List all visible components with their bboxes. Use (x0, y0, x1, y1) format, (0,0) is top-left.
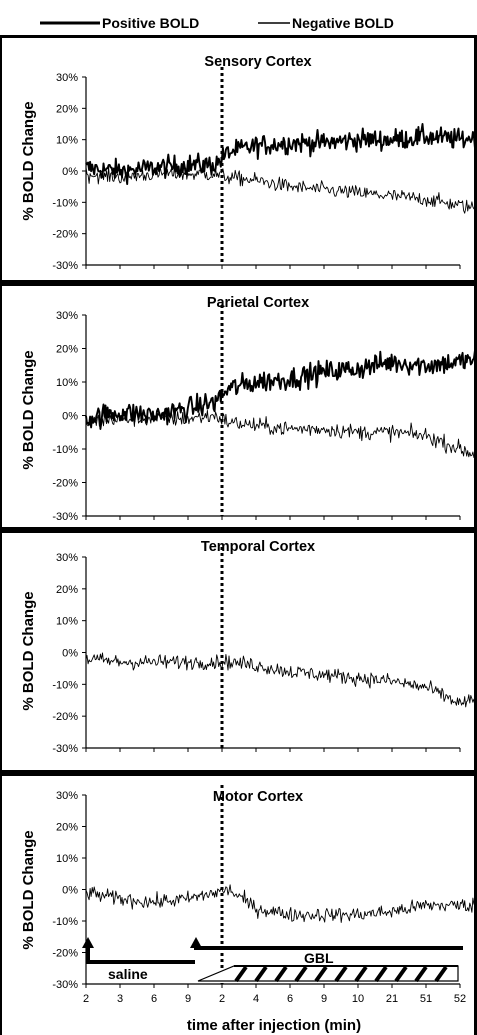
gbl-arrow (194, 946, 463, 950)
y-tick-label: -30% (52, 511, 78, 523)
series-negative-bold (85, 409, 477, 460)
y-tick-label: 0% (62, 166, 78, 178)
x-tick-label: 6 (287, 993, 293, 1005)
x-tick-label: 10 (352, 993, 364, 1005)
y-tick-label: 30% (56, 790, 78, 802)
y-tick-label: -10% (52, 197, 78, 209)
x-tick-label: 6 (151, 993, 157, 1005)
x-tick-label: 4 (253, 993, 259, 1005)
panel-title-3: Temporal Cortex (201, 539, 315, 555)
gbl-label: GBL (304, 950, 334, 966)
y-tick-label: 10% (56, 853, 78, 865)
panel-separator-3 (0, 770, 477, 776)
gbl-arrowhead (190, 937, 202, 948)
y-tick-label: 20% (56, 822, 78, 834)
series-negative-bold (85, 165, 477, 215)
x-tick-label: 9 (185, 993, 191, 1005)
y-tick-label: -30% (52, 979, 78, 991)
gbl-dose-hatching (234, 965, 458, 983)
series-negative-bold (85, 884, 477, 923)
y-tick-label: -20% (52, 711, 78, 723)
y-tick-label: 10% (56, 135, 78, 147)
y-tick-label: -20% (52, 948, 78, 960)
legend: Positive BOLD Negative BOLD (40, 15, 394, 31)
x-tick-label: 9 (321, 993, 327, 1005)
ylabel-panel-3: % BOLD Change (20, 591, 37, 710)
y-tick-label: -10% (52, 679, 78, 691)
saline-label: saline (108, 966, 148, 982)
y-tick-label: 0% (62, 411, 78, 423)
y-tick-label: -10% (52, 444, 78, 456)
x-axis-label: time after injection (min) (187, 1017, 361, 1034)
y-tick-label: -30% (52, 743, 78, 755)
plot-layer: 30%20%10%0%-10%-20%-30%30%20%10%0%-10%-2… (52, 67, 477, 1005)
legend-positive-label: Positive BOLD (102, 15, 199, 31)
series-negative-bold (85, 652, 477, 708)
y-tick-label: 10% (56, 616, 78, 628)
panel-title-4: Motor Cortex (213, 789, 303, 805)
y-tick-label: 20% (56, 103, 78, 115)
saline-arrowhead (82, 937, 94, 948)
x-tick-label: 2 (219, 993, 225, 1005)
panel-title-1: Sensory Cortex (204, 54, 311, 70)
panel-title-2: Parietal Cortex (207, 295, 309, 311)
panel-separator-2 (0, 527, 477, 533)
y-tick-label: 30% (56, 552, 78, 564)
y-tick-label: 20% (56, 344, 78, 356)
y-tick-label: 10% (56, 377, 78, 389)
y-tick-label: 30% (56, 72, 78, 84)
ylabel-panel-2: % BOLD Change (20, 350, 37, 469)
y-tick-label: -20% (52, 478, 78, 490)
x-tick-label: 3 (117, 993, 123, 1005)
y-tick-label: 30% (56, 310, 78, 322)
y-tick-label: -20% (52, 229, 78, 241)
series-positive-bold (85, 123, 477, 186)
ylabel-panel-4: % BOLD Change (20, 830, 37, 949)
saline-arrow (86, 947, 195, 964)
series-positive-bold (85, 349, 477, 430)
y-tick-label: -10% (52, 916, 78, 928)
y-tick-label: 0% (62, 648, 78, 660)
panel-separator-1 (0, 280, 477, 286)
y-tick-label: 20% (56, 584, 78, 596)
y-tick-label: 0% (62, 885, 78, 897)
x-tick-label: 52 (454, 993, 466, 1005)
y-tick-label: -30% (52, 260, 78, 272)
x-tick-label: 21 (386, 993, 398, 1005)
injection-annotation: saline GBL (82, 937, 463, 983)
legend-negative-label: Negative BOLD (292, 15, 394, 31)
ylabel-panel-1: % BOLD Change (20, 101, 37, 220)
x-tick-label: 51 (420, 993, 432, 1005)
x-tick-label: 2 (83, 993, 89, 1005)
